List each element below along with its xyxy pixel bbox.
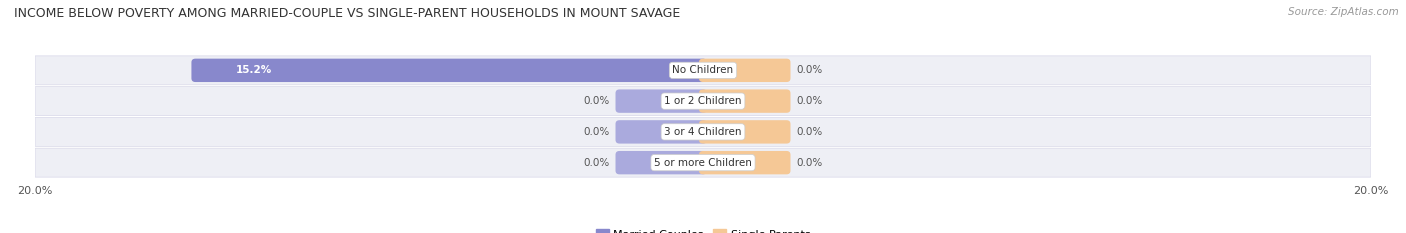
FancyBboxPatch shape — [35, 56, 1371, 85]
FancyBboxPatch shape — [35, 148, 1371, 177]
Text: 3 or 4 Children: 3 or 4 Children — [664, 127, 742, 137]
Text: 1 or 2 Children: 1 or 2 Children — [664, 96, 742, 106]
Text: 0.0%: 0.0% — [583, 158, 609, 168]
FancyBboxPatch shape — [699, 151, 790, 174]
Text: 0.0%: 0.0% — [796, 65, 823, 75]
FancyBboxPatch shape — [699, 120, 790, 144]
Text: Source: ZipAtlas.com: Source: ZipAtlas.com — [1288, 7, 1399, 17]
Text: 0.0%: 0.0% — [796, 158, 823, 168]
FancyBboxPatch shape — [191, 59, 707, 82]
Text: 15.2%: 15.2% — [235, 65, 271, 75]
FancyBboxPatch shape — [35, 117, 1371, 146]
Text: 5 or more Children: 5 or more Children — [654, 158, 752, 168]
FancyBboxPatch shape — [616, 151, 707, 174]
FancyBboxPatch shape — [616, 120, 707, 144]
Legend: Married Couples, Single Parents: Married Couples, Single Parents — [592, 225, 814, 233]
Text: INCOME BELOW POVERTY AMONG MARRIED-COUPLE VS SINGLE-PARENT HOUSEHOLDS IN MOUNT S: INCOME BELOW POVERTY AMONG MARRIED-COUPL… — [14, 7, 681, 20]
FancyBboxPatch shape — [699, 89, 790, 113]
Text: 0.0%: 0.0% — [583, 96, 609, 106]
Text: 0.0%: 0.0% — [796, 127, 823, 137]
FancyBboxPatch shape — [699, 59, 790, 82]
FancyBboxPatch shape — [616, 89, 707, 113]
Text: 0.0%: 0.0% — [796, 96, 823, 106]
Text: No Children: No Children — [672, 65, 734, 75]
Text: 0.0%: 0.0% — [583, 127, 609, 137]
FancyBboxPatch shape — [35, 87, 1371, 116]
